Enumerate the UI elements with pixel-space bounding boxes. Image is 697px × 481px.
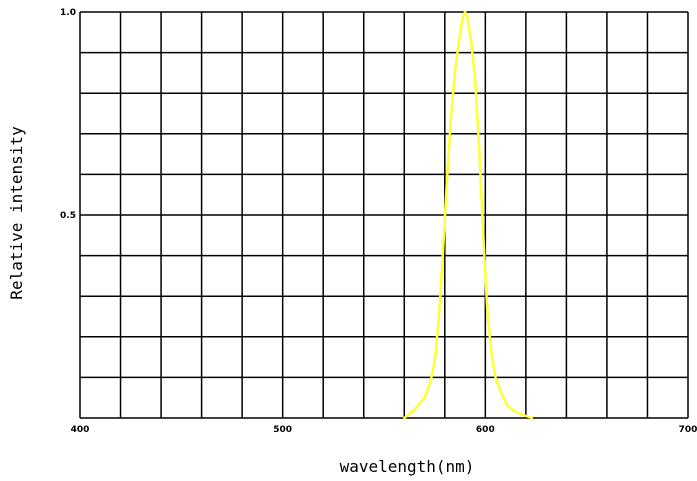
series-line-0 <box>403 10 534 420</box>
x-axis-label: wavelength(nm) <box>340 457 475 476</box>
x-tick-label: 400 <box>71 425 90 435</box>
y-tick-label: 0.5 <box>60 211 76 221</box>
grid <box>79 11 689 419</box>
x-tick-label: 500 <box>273 425 292 435</box>
y-tick-label: 1.0 <box>60 8 76 18</box>
series-layer <box>403 10 534 420</box>
x-tick-label: 700 <box>679 425 697 435</box>
y-axis-label: Relative intensity <box>7 126 26 300</box>
x-tick-label: 600 <box>476 425 495 435</box>
tick-labels: 400 500 600 700 0.5 1.0 <box>60 8 697 435</box>
